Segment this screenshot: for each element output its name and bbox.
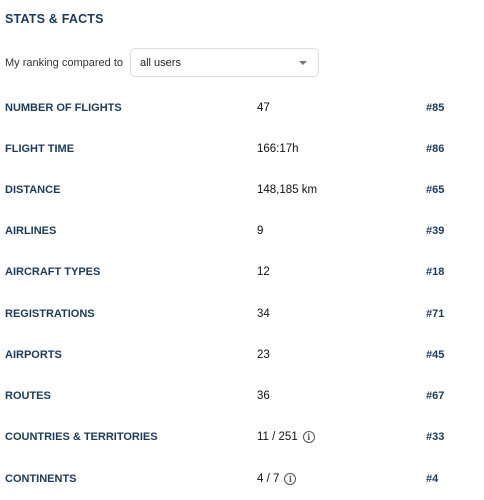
stat-label: AIRLINES (5, 225, 57, 237)
stat-label: REGISTRATIONS (5, 308, 95, 320)
stat-row-airports: AIRPORTS 23 #45 (0, 345, 484, 365)
stat-row-flight-time: FLIGHT TIME 166:17h #86 (0, 139, 484, 159)
stat-row-continents: CONTINENTS 4 / 7 i #4 (0, 469, 484, 489)
stat-label: FLIGHT TIME (5, 143, 75, 155)
stat-rank: #85 (426, 102, 445, 114)
stat-label: COUNTRIES & TERRITORIES (5, 431, 158, 443)
stat-row-aircraft-types: AIRCRAFT TYPES 12 #18 (0, 262, 484, 282)
stat-row-countries-territories: COUNTRIES & TERRITORIES 11 / 251 i #33 (0, 427, 484, 447)
ranking-dropdown[interactable]: all users (130, 48, 319, 77)
stat-value: 36 (257, 390, 270, 402)
stat-rank: #86 (426, 143, 445, 155)
stat-value: 23 (257, 349, 270, 361)
stat-rank: #18 (426, 266, 445, 278)
ranking-selector-row: My ranking compared to all users (5, 48, 319, 77)
info-icon[interactable]: i (302, 431, 315, 443)
stat-value: 12 (257, 266, 270, 278)
stat-label: DISTANCE (5, 184, 61, 196)
stat-row-distance: DISTANCE 148,185 km #65 (0, 180, 484, 200)
stat-row-routes: ROUTES 36 #67 (0, 386, 484, 406)
stat-rank: #71 (426, 308, 445, 320)
stat-value: 11 / 251 i (257, 431, 315, 443)
stat-rank: #39 (426, 225, 445, 237)
stat-label: AIRCRAFT TYPES (5, 266, 101, 278)
stat-row-number-of-flights: NUMBER OF FLIGHTS 47 #85 (0, 98, 484, 118)
stat-value: 47 (257, 102, 270, 114)
ranking-dropdown-value: all users (140, 56, 181, 69)
stat-rank: #45 (426, 349, 445, 361)
stat-rank: #65 (426, 184, 445, 196)
stat-value: 166:17h (257, 143, 299, 155)
stat-value: 4 / 7 i (257, 473, 297, 485)
stat-value: 34 (257, 308, 270, 320)
page-title: STATS & FACTS (5, 12, 104, 26)
stat-rank: #4 (426, 473, 439, 485)
stat-value: 9 (257, 225, 264, 237)
stat-rank: #67 (426, 390, 445, 402)
ranking-label: My ranking compared to (5, 56, 123, 69)
stat-label: ROUTES (5, 390, 51, 402)
info-icon[interactable]: i (284, 473, 297, 485)
stat-row-airlines: AIRLINES 9 #39 (0, 221, 484, 241)
stat-value: 148,185 km (257, 184, 318, 196)
stat-rank: #33 (426, 431, 445, 443)
chevron-down-icon (299, 60, 307, 65)
stat-label: CONTINENTS (5, 473, 77, 485)
stat-row-registrations: REGISTRATIONS 34 #71 (0, 304, 484, 324)
stat-label: AIRPORTS (5, 349, 62, 361)
stat-label: NUMBER OF FLIGHTS (5, 102, 122, 114)
